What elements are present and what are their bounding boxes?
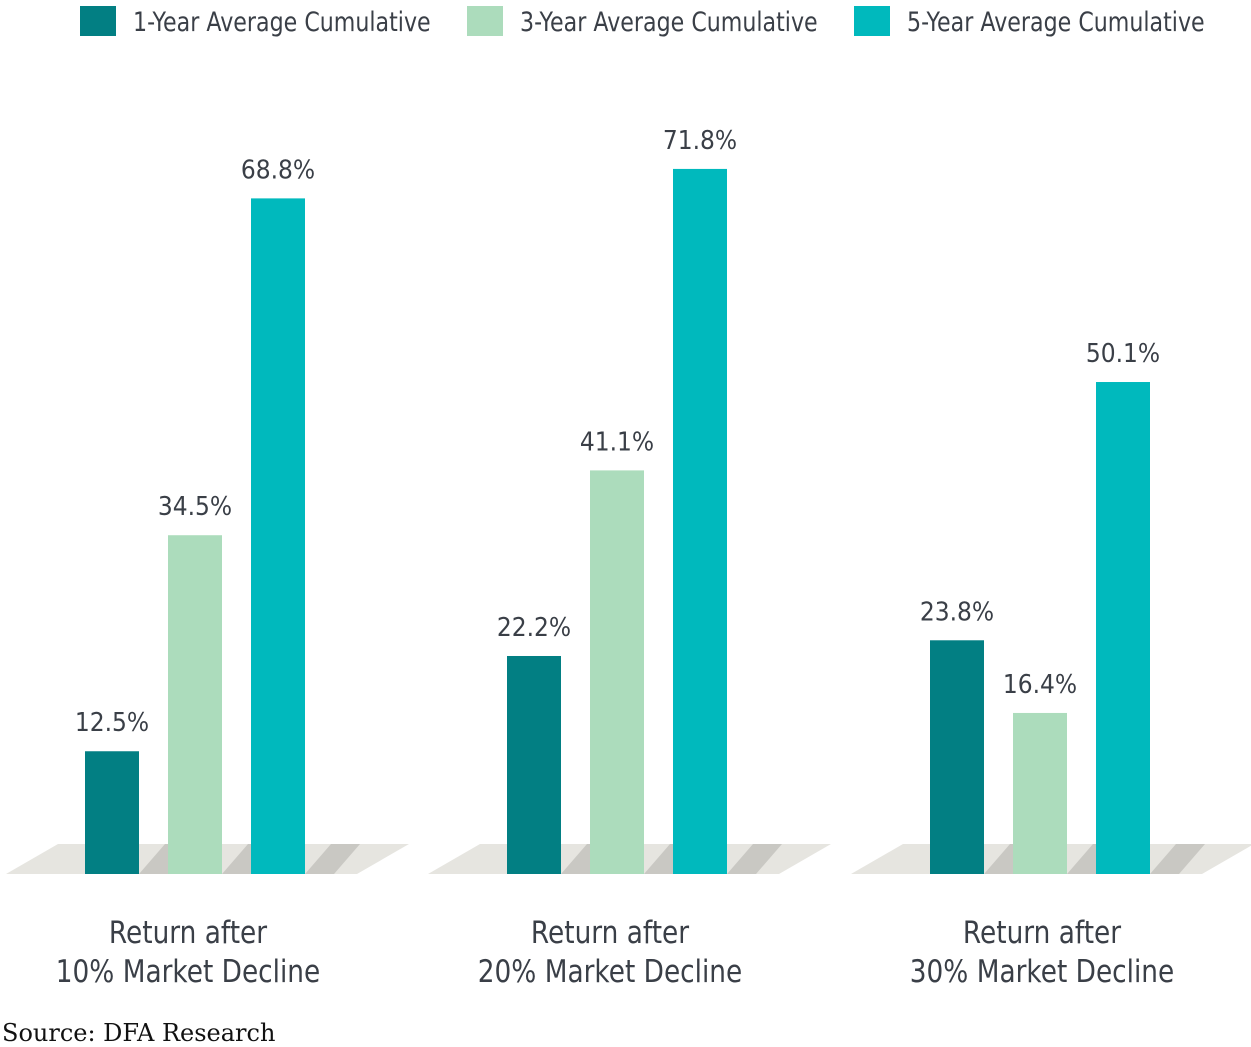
value-label-1-1: 12.5%: [75, 707, 149, 737]
category-label-20-line-2: 20% Market Decline: [477, 954, 743, 990]
bar-1-1: [85, 751, 139, 874]
category-label-10-line-1: Return after: [108, 915, 268, 951]
bar-2-3: [673, 168, 727, 874]
value-label-1-3: 68.8%: [241, 154, 315, 184]
legend-label-5-year: 5-Year Average Cumulative: [907, 7, 1205, 38]
source-note: Source: DFA Research: [2, 1019, 276, 1047]
category-label-20: Return after 20% Market Decline: [420, 914, 800, 992]
bar-shadow-2-3: [727, 844, 782, 874]
bar-shadow-3-3: [1150, 844, 1205, 874]
value-label-3-3: 50.1%: [1086, 338, 1160, 368]
bar-3-3: [1096, 382, 1150, 874]
legend-swatch-1-year: [80, 6, 116, 36]
value-label-3-2: 16.4%: [1003, 669, 1077, 699]
legend-swatch-5-year: [854, 6, 890, 36]
bar-3-2: [1013, 712, 1067, 874]
value-label-2-2: 41.1%: [580, 426, 654, 456]
category-label-30-line-1: Return after: [962, 915, 1122, 951]
legend-swatch-3-year: [467, 6, 503, 36]
category-label-10-line-2: 10% Market Decline: [55, 954, 321, 990]
bar-1-3: [251, 198, 305, 874]
category-label-10: Return after 10% Market Decline: [0, 914, 378, 992]
value-label-2-3: 71.8%: [663, 125, 737, 155]
value-label-2-1: 22.2%: [497, 612, 571, 642]
bar-3-1: [930, 640, 984, 874]
category-label-20-line-1: Return after: [530, 915, 690, 951]
category-label-30: Return after 30% Market Decline: [852, 914, 1232, 992]
category-label-30-line-2: 30% Market Decline: [909, 954, 1175, 990]
bar-1-2: [168, 535, 222, 874]
legend-label-1-year: 1-Year Average Cumulative: [133, 7, 431, 38]
bar-shadow-1-3: [305, 844, 360, 874]
value-label-3-1: 23.8%: [920, 596, 994, 626]
bar-2-1: [507, 655, 561, 874]
bar-2-2: [590, 470, 644, 874]
legend-label-3-year: 3-Year Average Cumulative: [520, 7, 818, 38]
value-label-1-2: 34.5%: [158, 491, 232, 521]
